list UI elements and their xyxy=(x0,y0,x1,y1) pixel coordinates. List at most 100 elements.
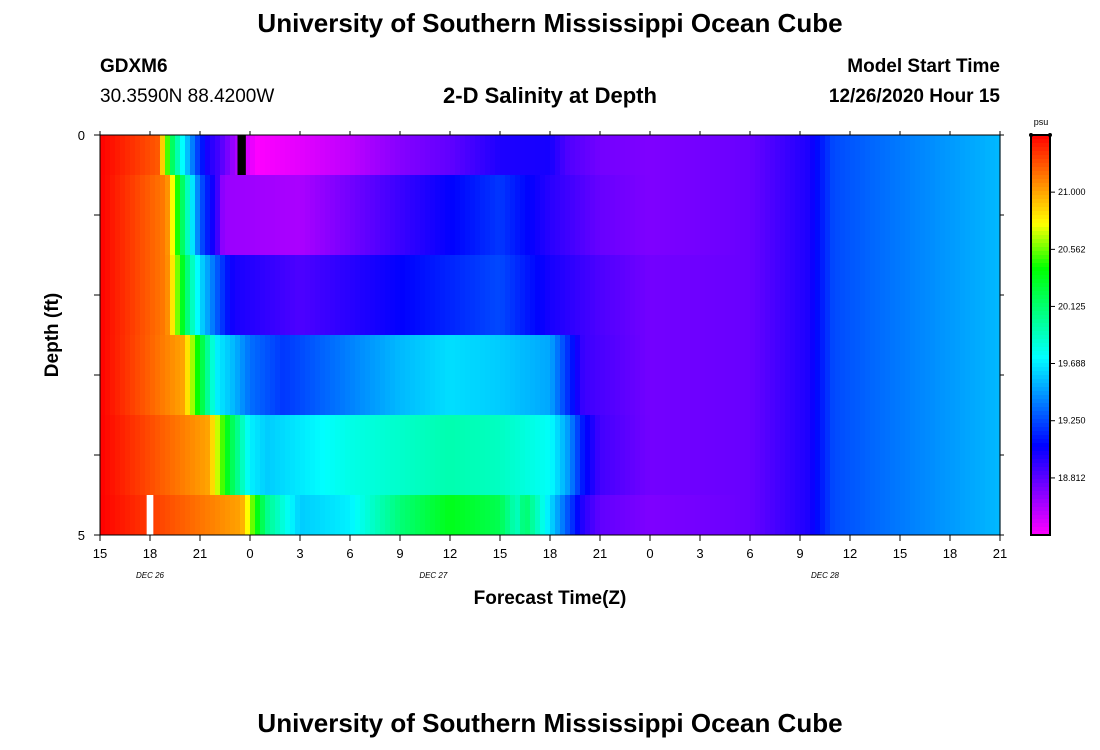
heatmap-cell xyxy=(350,255,356,335)
heatmap-cell xyxy=(155,255,161,335)
heatmap-cell xyxy=(265,415,271,495)
heatmap-cell xyxy=(505,335,511,415)
heatmap-cell xyxy=(630,335,636,415)
heatmap-cell xyxy=(935,135,941,175)
heatmap-cell xyxy=(900,335,906,415)
heatmap-cell xyxy=(830,135,836,175)
heatmap-cell xyxy=(270,415,276,495)
heatmap-cell xyxy=(425,175,431,255)
heatmap-cell xyxy=(450,335,456,415)
colorbar-swatch xyxy=(1031,307,1050,312)
heatmap-cell xyxy=(760,135,766,175)
x-tick-label: 15 xyxy=(893,546,907,561)
heatmap-cell xyxy=(115,135,121,175)
heatmap-cell xyxy=(780,255,786,335)
heatmap-cell xyxy=(280,175,286,255)
heatmap-cell xyxy=(325,335,331,415)
heatmap-cell xyxy=(680,135,686,175)
heatmap-cell xyxy=(715,255,721,335)
heatmap-cell xyxy=(840,415,846,495)
heatmap-cell xyxy=(890,135,896,175)
heatmap-cell xyxy=(230,175,236,255)
heatmap-cell xyxy=(180,335,186,415)
heatmap-cell xyxy=(115,335,121,415)
heatmap-cell xyxy=(595,495,601,535)
heatmap-cell xyxy=(775,335,781,415)
heatmap-cell xyxy=(170,175,176,255)
heatmap-cell xyxy=(605,495,611,535)
heatmap-cell xyxy=(495,335,501,415)
heatmap-cell xyxy=(975,335,981,415)
heatmap-cell xyxy=(905,175,911,255)
heatmap-cell xyxy=(385,335,391,415)
heatmap-cell xyxy=(480,335,486,415)
heatmap-cell xyxy=(690,335,696,415)
heatmap-cell xyxy=(345,175,351,255)
heatmap-cell xyxy=(870,335,876,415)
heatmap-cell xyxy=(305,495,311,535)
heatmap-cell xyxy=(765,135,771,175)
heatmap-cell xyxy=(345,335,351,415)
heatmap-cell xyxy=(870,135,876,175)
heatmap-cell xyxy=(250,255,256,335)
heatmap-cell xyxy=(835,415,841,495)
heatmap-cell xyxy=(655,135,661,175)
heatmap-cell xyxy=(980,335,986,415)
heatmap-cell xyxy=(525,495,531,535)
heatmap-cell xyxy=(635,415,641,495)
heatmap-cell xyxy=(780,135,786,175)
heatmap-cell xyxy=(820,175,826,255)
heatmap-cell xyxy=(270,335,276,415)
heatmap-cell xyxy=(795,255,801,335)
heatmap-cell xyxy=(160,415,166,495)
heatmap-cell xyxy=(935,255,941,335)
heatmap-cell xyxy=(810,175,816,255)
heatmap-cell xyxy=(720,135,726,175)
heatmap-cell xyxy=(955,415,961,495)
heatmap-cell xyxy=(630,415,636,495)
heatmap-cell xyxy=(310,255,316,335)
heatmap-cell xyxy=(900,135,906,175)
heatmap-cell xyxy=(495,135,501,175)
heatmap-cell xyxy=(435,415,441,495)
heatmap-cell xyxy=(675,335,681,415)
heatmap-cell xyxy=(120,415,126,495)
heatmap-cell xyxy=(870,415,876,495)
heatmap-cell xyxy=(535,255,541,335)
heatmap-cell xyxy=(265,495,271,535)
heatmap-cell xyxy=(125,175,131,255)
heatmap-cell xyxy=(420,415,426,495)
heatmap-cell xyxy=(590,335,596,415)
heatmap-cell xyxy=(180,415,186,495)
heatmap-cell xyxy=(205,135,211,175)
heatmap-cell xyxy=(760,255,766,335)
heatmap-cell xyxy=(820,335,826,415)
station-id: GDXM6 xyxy=(100,56,168,77)
heatmap-cell xyxy=(850,135,856,175)
heatmap-cell xyxy=(195,415,201,495)
heatmap-cell xyxy=(505,135,511,175)
heatmap-cell xyxy=(635,335,641,415)
colorbar-swatch xyxy=(1031,359,1050,364)
heatmap-cell xyxy=(465,495,471,535)
heatmap-cell xyxy=(490,255,496,335)
heatmap-cell xyxy=(730,415,736,495)
heatmap-cell xyxy=(900,255,906,335)
heatmap-cell xyxy=(700,175,706,255)
heatmap-cell xyxy=(545,495,551,535)
heatmap-cell xyxy=(325,495,331,535)
heatmap-cell xyxy=(590,415,596,495)
colorbar-swatch xyxy=(1031,415,1050,420)
colorbar-swatch xyxy=(1031,195,1050,200)
heatmap-cell xyxy=(800,415,806,495)
heatmap-cell xyxy=(465,335,471,415)
heatmap-cell xyxy=(800,335,806,415)
heatmap-cell xyxy=(685,495,691,535)
heatmap-cell xyxy=(310,495,316,535)
x-tick-label: 6 xyxy=(746,546,753,561)
page-title: University of Southern Mississippi Ocean… xyxy=(257,8,843,38)
heatmap-cell xyxy=(615,335,621,415)
colorbar-swatch xyxy=(1031,399,1050,404)
heatmap-cell xyxy=(620,135,626,175)
heatmap-cell xyxy=(570,175,576,255)
